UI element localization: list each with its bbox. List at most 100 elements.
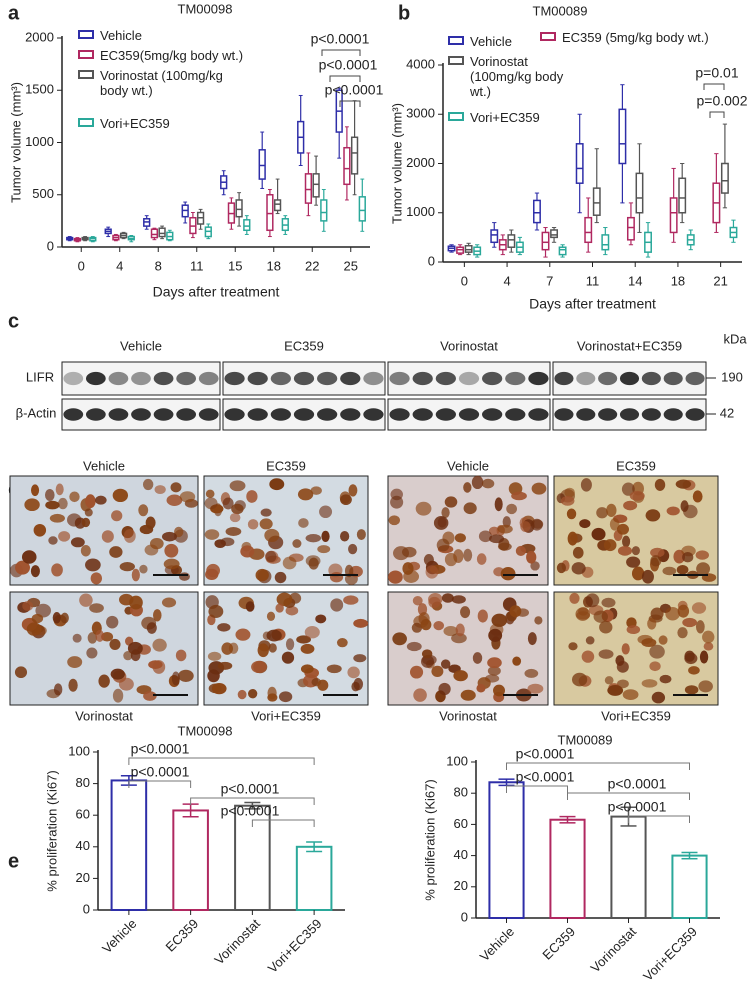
y-tick-label: 500 xyxy=(32,186,54,201)
x-tick-label: 7 xyxy=(546,273,553,288)
x-tick-label: Vorinostat xyxy=(211,916,263,968)
nucleus xyxy=(641,679,658,688)
nucleus xyxy=(629,490,645,501)
x-tick-label: EC359 xyxy=(539,924,578,963)
y-tick-label: 60 xyxy=(454,816,468,831)
nucleus xyxy=(596,507,608,519)
blot-band xyxy=(389,408,410,421)
blot-band xyxy=(576,371,596,386)
nucleus xyxy=(607,685,624,696)
nucleus xyxy=(49,513,65,523)
x-tick-label: 22 xyxy=(305,258,319,273)
nucleus xyxy=(292,539,302,548)
nucleus xyxy=(217,661,233,670)
nucleus xyxy=(401,546,417,558)
x-axis-label: Days after treatment xyxy=(153,284,280,300)
nucleus xyxy=(500,567,516,581)
nucleus xyxy=(171,671,180,686)
box xyxy=(297,94,305,166)
nucleus xyxy=(285,605,299,616)
box-body xyxy=(266,194,274,232)
nucleus xyxy=(174,526,184,538)
bracket xyxy=(703,83,725,90)
nucleus xyxy=(637,634,653,645)
nucleus xyxy=(675,479,692,489)
y-tick-label: 60 xyxy=(76,807,90,822)
legend-item: Vorinostat (100mg/kg body wt.) xyxy=(448,54,568,99)
nucleus xyxy=(695,550,709,560)
blot-band xyxy=(619,371,640,386)
nucleus xyxy=(95,495,107,505)
box xyxy=(304,152,313,217)
box xyxy=(127,235,135,243)
x-tick-label: 11 xyxy=(190,258,204,273)
nucleus xyxy=(237,689,247,700)
blot-band xyxy=(435,408,456,421)
nucleus xyxy=(420,618,432,631)
nucleus xyxy=(266,629,282,642)
blot-band xyxy=(131,408,151,421)
nucleus xyxy=(515,545,527,556)
nucleus xyxy=(606,503,617,517)
blot-band xyxy=(293,371,315,386)
bracket xyxy=(251,819,315,827)
box xyxy=(281,215,289,235)
nucleus xyxy=(617,545,633,556)
box xyxy=(490,222,499,248)
box xyxy=(196,208,205,230)
nucleus xyxy=(149,538,164,550)
blot-band xyxy=(224,408,245,421)
nucleus xyxy=(109,546,123,558)
image-label: Vehicle xyxy=(447,458,489,473)
blot-band xyxy=(685,371,705,386)
blot-band xyxy=(554,408,574,421)
nucleus xyxy=(348,484,358,497)
nucleus xyxy=(463,548,473,562)
nucleus xyxy=(453,670,468,682)
box-body xyxy=(575,143,584,184)
nucleus xyxy=(454,533,466,543)
annotation: p<0.0001 xyxy=(325,82,384,98)
y-tick-label: 100 xyxy=(446,753,468,768)
nucleus xyxy=(285,638,295,651)
nucleus xyxy=(699,650,709,664)
box xyxy=(112,233,120,242)
legend-label: Vorinostat (100mg/kg body wt.) xyxy=(100,68,223,98)
nucleus xyxy=(571,562,586,575)
bracket xyxy=(628,815,690,823)
y-tick-label: 1000 xyxy=(25,134,54,149)
image-label: EC359 xyxy=(266,458,306,473)
blot-band xyxy=(153,408,174,421)
image-label: Vehicle xyxy=(83,458,125,473)
panel-letter: b xyxy=(398,2,410,24)
bar xyxy=(295,845,333,911)
nucleus xyxy=(622,535,631,548)
nucleus xyxy=(278,691,293,703)
legend-label: EC359(5mg/kg body wt.) xyxy=(100,48,244,63)
blot-band xyxy=(663,408,683,421)
nucleus xyxy=(58,497,68,510)
y-axis-label: Tumor volume (mm³) xyxy=(389,103,404,224)
annotation: p<0.0001 xyxy=(608,799,667,815)
x-tick-label: 8 xyxy=(155,258,162,273)
box xyxy=(464,242,473,256)
box xyxy=(507,229,516,253)
nucleus xyxy=(421,649,433,659)
y-tick-label: 80 xyxy=(454,785,468,800)
x-tick-label: 21 xyxy=(713,273,727,288)
x-tick-label: 14 xyxy=(628,273,642,288)
nucleus xyxy=(560,495,575,506)
nucleus xyxy=(650,547,665,558)
nucleus xyxy=(240,545,255,558)
nucleus xyxy=(478,530,492,543)
box-body xyxy=(507,234,516,248)
nucleus xyxy=(571,672,588,687)
y-axis-label: % proliferation (Ki67) xyxy=(44,770,59,891)
nucleus xyxy=(650,555,662,567)
nucleus xyxy=(688,666,700,675)
nucleus xyxy=(680,500,689,512)
nucleus xyxy=(494,497,503,512)
nucleus xyxy=(80,544,91,557)
nucleus xyxy=(431,665,444,678)
box-body xyxy=(635,172,644,214)
